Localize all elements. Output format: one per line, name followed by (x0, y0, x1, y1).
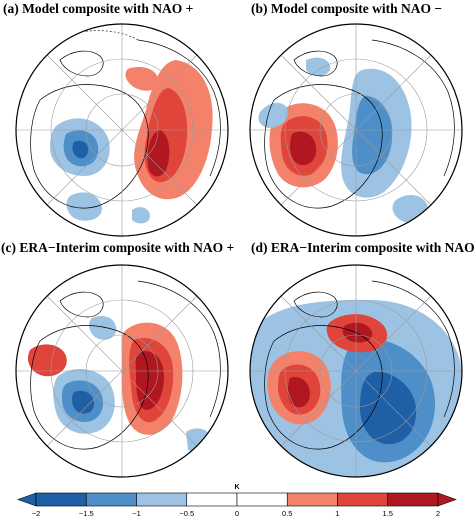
map-d-graticule (250, 265, 462, 477)
map-b-warm-anomaly-strong (290, 131, 317, 166)
map-a-cool-anomaly-south (66, 192, 102, 221)
map-a-warm-anomaly-north (125, 66, 159, 91)
panel-a-title: (a) Model composite with NAO + (3, 1, 194, 16)
map-c-cool-anomaly-strong (71, 390, 94, 414)
map-c-coastline-2 (137, 280, 221, 418)
map-b-coastline-1 (264, 84, 383, 209)
map-b-graticule (250, 24, 462, 236)
map-a-warm-anomaly-strong (147, 130, 170, 177)
map-a-coastline-2 (137, 39, 221, 177)
map-a-cool-anomaly-south-2 (132, 207, 150, 224)
colorbar-cell-0 (35, 492, 87, 507)
colorbar-cell-1 (85, 492, 137, 507)
map-b-border (249, 23, 463, 237)
colorbar-tick-label: −2 (32, 509, 41, 518)
panel-d-title: (d) ERA−Interim composite with NAO − (251, 240, 474, 255)
map-b-cool-anomaly-north (306, 57, 331, 76)
colorbar-cell-3 (186, 492, 238, 507)
map-a-cool-anomaly-strong (72, 140, 89, 159)
map-d-coastline-1 (264, 325, 383, 450)
colorbar-cells (17, 492, 457, 507)
map-panel-d (249, 264, 463, 478)
colorbar-cell-6 (337, 492, 389, 507)
colorbar: K −2 −1.5 −1 −0.5 0 0.5 1 1.5 2 (17, 484, 457, 518)
colorbar-tick-label: 0.5 (282, 509, 292, 518)
panel-c-title: (c) ERA−Interim composite with NAO + (1, 240, 235, 255)
map-b-coastline-3 (293, 50, 338, 77)
map-d-warm-anomaly-strong (287, 376, 310, 408)
map-a-border (15, 23, 229, 237)
map-d-cool-anomaly-strong (360, 371, 417, 445)
colorbar-tick-label: −0.5 (179, 509, 194, 518)
colorbar-extend-high-arrow (437, 492, 457, 507)
map-d-border (249, 264, 463, 478)
map-a-coastline-3 (59, 50, 104, 77)
map-a-dashed-contour (69, 30, 139, 41)
colorbar-tick-label: −1 (132, 509, 141, 518)
map-a-coastline-1 (30, 84, 149, 209)
map-c-border (15, 264, 229, 478)
colorbar-unit-label: K (234, 484, 239, 491)
colorbar-cell-2 (136, 492, 188, 507)
colorbar-tick-label: −1.5 (79, 509, 94, 518)
colorbar-tick-label: 1.5 (383, 509, 393, 518)
map-a-graticule (16, 24, 228, 236)
map-b-coastline-2 (371, 39, 455, 177)
map-c-warm-anomaly-west (27, 344, 67, 377)
colorbar-cell-4 (236, 492, 288, 507)
map-panel-c (15, 264, 229, 478)
colorbar-cell-5 (286, 492, 338, 507)
colorbar-cell-7 (387, 492, 439, 507)
map-c-coastline-3 (59, 291, 104, 318)
colorbar-tick-label: 2 (436, 509, 440, 518)
map-c-cool-anomaly-north (89, 315, 117, 340)
map-c-graticule (16, 265, 228, 477)
panel-b-title: (b) Model composite with NAO − (251, 1, 443, 16)
map-c-warm-anomaly-strong (135, 351, 164, 410)
map-b-cool-anomaly-west (258, 102, 289, 128)
map-c-coastline-1 (30, 325, 149, 450)
map-d-coastline-3 (293, 291, 338, 318)
map-d-coastline-2 (371, 280, 455, 418)
map-panel-a (15, 23, 229, 237)
colorbar-tick-label: 1 (335, 509, 339, 518)
colorbar-extend-low-arrow (17, 492, 37, 507)
colorbar-tick-labels: −2 −1.5 −1 −0.5 0 0.5 1 1.5 2 (32, 509, 440, 518)
map-panel-b (249, 23, 463, 237)
colorbar-tick-label: 0 (235, 509, 239, 518)
